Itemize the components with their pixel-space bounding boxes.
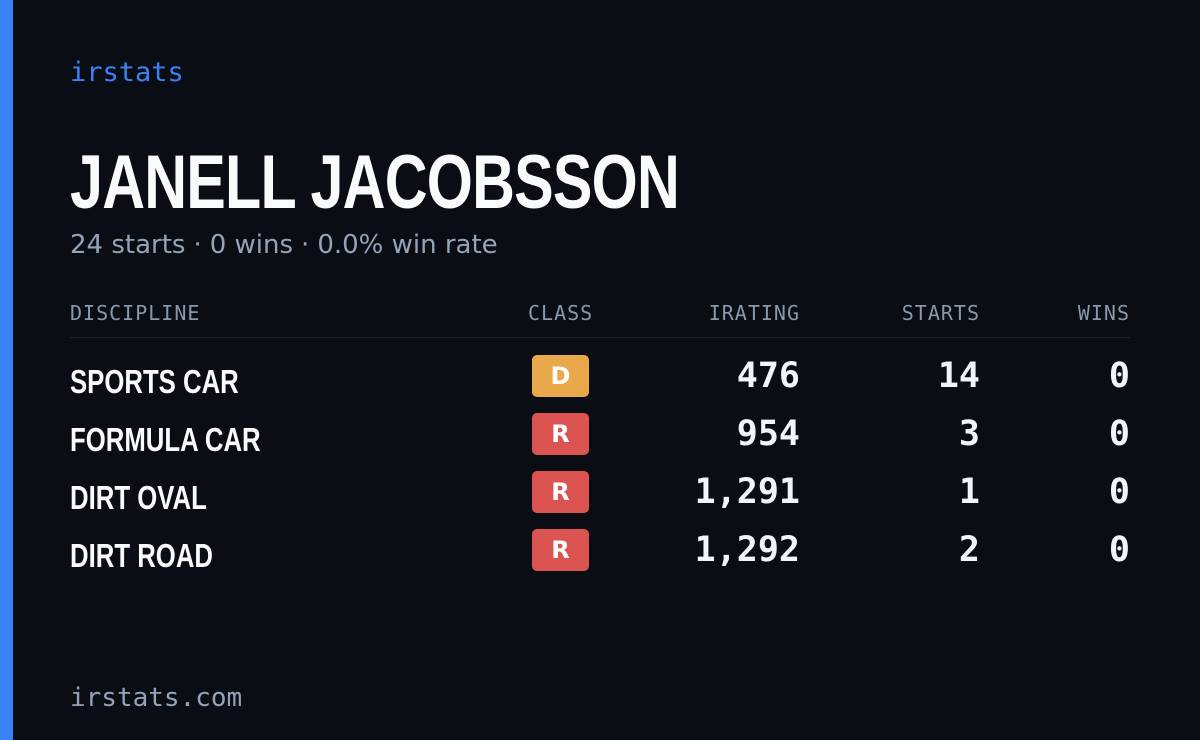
header-wins: WINS: [1077, 301, 1130, 325]
footer-url[interactable]: irstats.com: [70, 683, 243, 713]
irating-value: 1,291: [694, 472, 800, 512]
wins-value: 0: [1108, 356, 1130, 396]
discipline-name: DIRT OVAL: [70, 479, 207, 516]
accent-bar: [0, 0, 13, 740]
driver-summary: 24 starts · 0 wins · 0.0% win rate: [70, 228, 498, 262]
table-row: SPORTS CAR D 476 14 0: [70, 354, 1130, 412]
table-header: DISCIPLINE CLASS IRATING STARTS WINS: [70, 300, 1130, 338]
irating-value: 954: [736, 414, 800, 454]
starts-count: 24 starts: [70, 230, 186, 260]
separator: ·: [301, 230, 310, 260]
header-class: CLASS: [528, 301, 594, 325]
stats-table: DISCIPLINE CLASS IRATING STARTS WINS SPO…: [70, 300, 1130, 586]
class-badge: R: [532, 529, 589, 571]
discipline-name: SPORTS CAR: [70, 363, 239, 400]
win-rate: 0.0% win rate: [317, 230, 498, 260]
wins-value: 0: [1108, 530, 1130, 570]
header-discipline: DISCIPLINE: [70, 301, 201, 325]
class-badge: R: [532, 413, 589, 455]
discipline-name: FORMULA CAR: [70, 421, 261, 458]
table-row: DIRT ROAD R 1,292 2 0: [70, 528, 1130, 586]
header-starts: STARTS: [901, 301, 980, 325]
irating-value: 476: [736, 356, 800, 396]
starts-value: 3: [958, 414, 980, 454]
wins-value: 0: [1108, 472, 1130, 512]
starts-value: 2: [958, 530, 980, 570]
header-irating: IRATING: [708, 301, 800, 325]
wins-value: 0: [1108, 414, 1130, 454]
starts-value: 14: [937, 356, 980, 396]
table-row: DIRT OVAL R 1,291 1 0: [70, 470, 1130, 528]
separator: ·: [193, 230, 202, 260]
starts-value: 1: [958, 472, 980, 512]
discipline-name: DIRT ROAD: [70, 537, 213, 574]
brand-logo[interactable]: irstats: [70, 57, 184, 88]
irating-value: 1,292: [694, 530, 800, 570]
table-body: SPORTS CAR D 476 14 0 FORMULA CAR R 954 …: [70, 338, 1130, 586]
class-badge: D: [532, 355, 589, 397]
wins-count: 0 wins: [209, 230, 294, 260]
driver-name: JANELL JACOBSSON: [70, 140, 680, 225]
class-badge: R: [532, 471, 589, 513]
table-row: FORMULA CAR R 954 3 0: [70, 412, 1130, 470]
